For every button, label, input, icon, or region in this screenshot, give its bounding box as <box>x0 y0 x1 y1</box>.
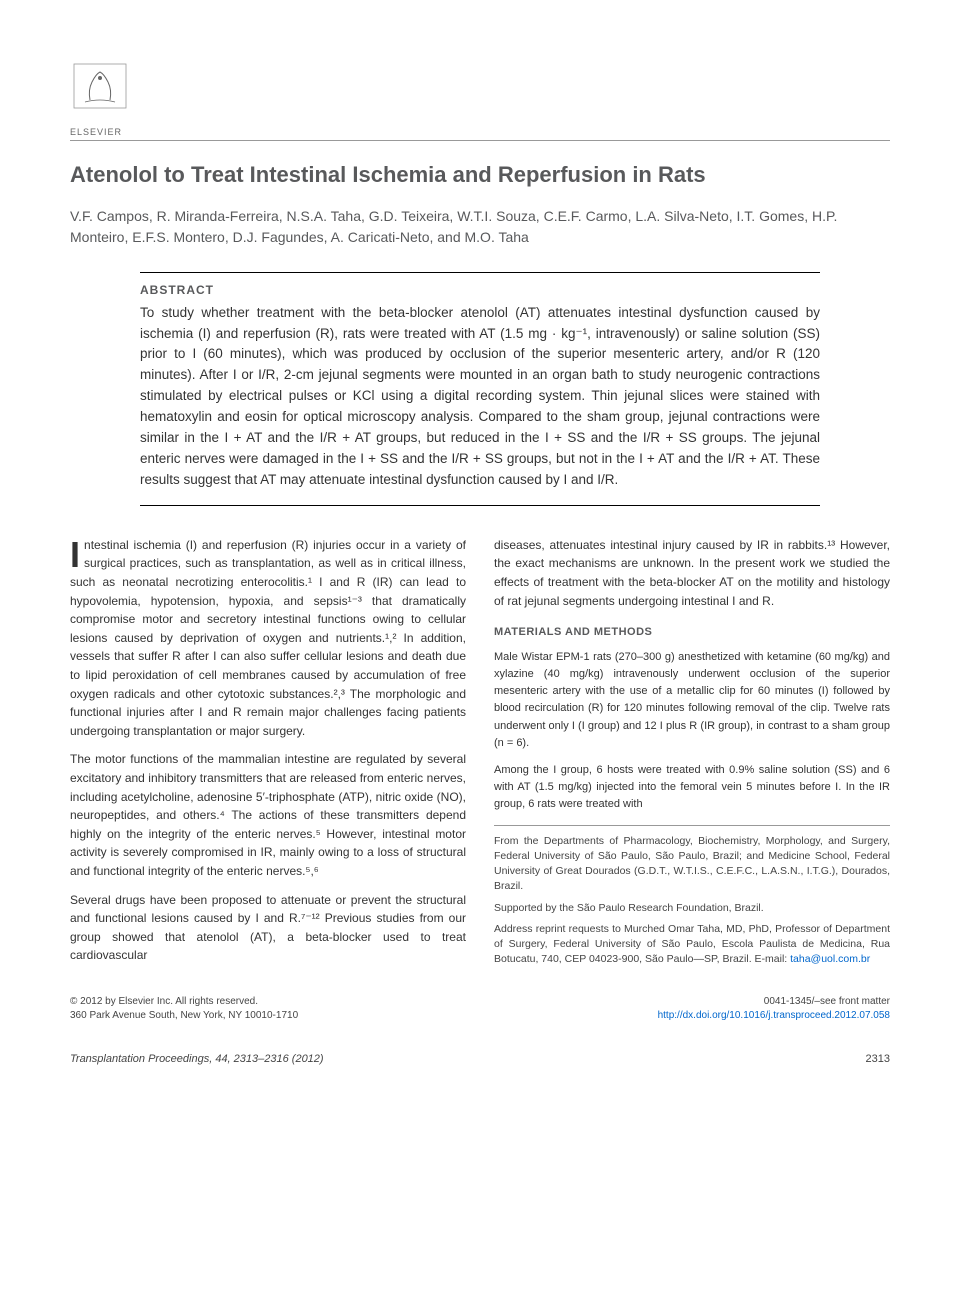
right-column: diseases, attenuates intestinal injury c… <box>494 536 890 975</box>
publisher-logo: ELSEVIER <box>70 60 130 120</box>
abstract-heading: ABSTRACT <box>140 283 820 297</box>
dropcap: I <box>70 536 84 571</box>
article-title: Atenolol to Treat Intestinal Ischemia an… <box>70 161 890 190</box>
methods-heading: MATERIALS AND METHODS <box>494 624 890 641</box>
author-list: V.F. Campos, R. Miranda-Ferreira, N.S.A.… <box>70 206 890 248</box>
intro-p1-text: ntestinal ischemia (I) and reperfusion (… <box>70 538 466 738</box>
copyright-line: © 2012 by Elsevier Inc. All rights reser… <box>70 995 298 1009</box>
journal-citation: Transplantation Proceedings, 44, 2313–23… <box>70 1053 324 1065</box>
intro-p1: Intestinal ischemia (I) and reperfusion … <box>70 536 466 741</box>
top-divider <box>70 140 890 141</box>
page-number: 2313 <box>866 1053 890 1065</box>
abstract-text: To study whether treatment with the beta… <box>140 303 820 491</box>
affiliation-from: From the Departments of Pharmacology, Bi… <box>494 834 890 895</box>
footer-right: 0041-1345/–see front matter http://dx.do… <box>658 995 890 1023</box>
page-footer: Transplantation Proceedings, 44, 2313–23… <box>70 1053 890 1065</box>
left-column: Intestinal ischemia (I) and reperfusion … <box>70 536 466 975</box>
affiliation-reprint: Address reprint requests to Murched Omar… <box>494 922 890 968</box>
publisher-name: ELSEVIER <box>70 127 130 137</box>
body-columns: Intestinal ischemia (I) and reperfusion … <box>70 536 890 975</box>
affiliations-block: From the Departments of Pharmacology, Bi… <box>494 825 890 968</box>
intro-p4: diseases, attenuates intestinal injury c… <box>494 536 890 610</box>
intro-p3: Several drugs have been proposed to atte… <box>70 891 466 965</box>
address-line: 360 Park Avenue South, New York, NY 1001… <box>70 1009 298 1023</box>
methods-p2: Among the I group, 6 hosts were treated … <box>494 762 890 813</box>
reprint-email-link[interactable]: taha@uol.com.br <box>790 953 870 965</box>
copyright-footer: © 2012 by Elsevier Inc. All rights reser… <box>70 995 890 1023</box>
footer-left: © 2012 by Elsevier Inc. All rights reser… <box>70 995 298 1023</box>
intro-p2: The motor functions of the mammalian int… <box>70 750 466 880</box>
doi-link[interactable]: http://dx.doi.org/10.1016/j.transproceed… <box>658 1009 890 1023</box>
methods-p1: Male Wistar EPM-1 rats (270–300 g) anest… <box>494 649 890 751</box>
abstract-box: ABSTRACT To study whether treatment with… <box>140 272 820 506</box>
affiliation-support: Supported by the São Paulo Research Foun… <box>494 901 890 916</box>
issn-line: 0041-1345/–see front matter <box>658 995 890 1009</box>
